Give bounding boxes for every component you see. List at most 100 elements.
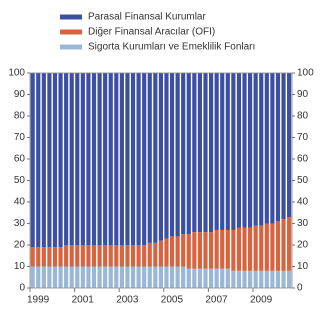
bar-segment (175, 73, 180, 237)
bar-segment (208, 232, 214, 269)
bar-segment (158, 240, 163, 267)
bar-segment (208, 73, 214, 233)
bar-segment (80, 73, 85, 245)
legend-label: Diğer Finansal Aracılar (OFI) (88, 27, 215, 38)
bar-segment (259, 270, 264, 288)
bar-segment (186, 234, 191, 269)
bar-segment (214, 73, 219, 230)
bar-segment (153, 266, 158, 288)
bar-segment (41, 247, 46, 267)
legend-label: Parasal Finansal Kurumlar (88, 12, 206, 23)
bar-segment (287, 73, 292, 218)
x-tick-label: 2005 (161, 295, 184, 306)
x-tick-label: 2009 (250, 295, 273, 306)
bar-segment (142, 266, 147, 288)
y-tick-label: 10 (14, 261, 26, 272)
bar-segment (197, 268, 203, 288)
bar-segment (175, 236, 180, 267)
y-tick-label: 30 (14, 218, 26, 229)
bar-segment (270, 73, 275, 224)
bar-segment (214, 268, 219, 288)
bar-segment (47, 247, 52, 267)
bar-segment (275, 73, 281, 222)
bar-segment (41, 73, 46, 248)
bar-segment (119, 73, 124, 245)
bar-segment (52, 73, 58, 248)
y2-tick-label: 0 (297, 283, 303, 294)
bar-segment (142, 73, 147, 245)
bar-segment (169, 266, 175, 288)
bar-segment (225, 268, 230, 288)
bar-segment (136, 266, 141, 288)
bar-segment (275, 270, 281, 288)
bar-segment (69, 245, 74, 267)
legend-swatch (60, 29, 82, 35)
bar-segment (97, 245, 102, 267)
bar-segment (220, 229, 225, 269)
bar-segment (30, 266, 35, 288)
bar-segment (80, 245, 85, 267)
bar-segment (136, 245, 141, 267)
bar-segment (36, 266, 41, 288)
bar-segment (231, 229, 236, 271)
bar-segment (203, 268, 208, 288)
bar-segment (236, 227, 242, 271)
bar-segment (287, 217, 292, 271)
bar-segment (86, 266, 91, 288)
bar-segment (64, 266, 69, 288)
x-tick-label: 1999 (27, 295, 50, 306)
bar-segment (253, 225, 258, 271)
y-tick-label: 50 (14, 175, 26, 186)
bar-segment (103, 245, 108, 267)
bar-segment (147, 266, 152, 288)
bar-segment (164, 266, 169, 288)
bar-segment (197, 232, 203, 269)
y-tick-label: 90 (14, 89, 26, 100)
bar-segment (259, 73, 264, 226)
y2-tick-label: 70 (297, 132, 309, 143)
bar-segment (64, 73, 69, 245)
bar-segment (58, 266, 63, 288)
bar-segment (248, 73, 253, 228)
bar-segment (97, 266, 102, 288)
bar-segment (86, 245, 91, 267)
bar-segment (248, 227, 253, 271)
y2-tick-label: 30 (297, 218, 309, 229)
bar-segment (164, 238, 169, 267)
bar-segment (103, 266, 108, 288)
bar-segment (197, 73, 203, 233)
bar-segment (119, 266, 124, 288)
bar-segment (130, 266, 136, 288)
bar-segment (75, 73, 80, 245)
bar-segment (97, 73, 102, 245)
bar-segment (108, 245, 113, 267)
bar-segment (264, 73, 269, 224)
bar-segment (119, 245, 124, 267)
bar-segment (75, 245, 80, 267)
y2-tick-label: 20 (297, 240, 309, 251)
bar-segment (253, 270, 258, 288)
y2-tick-label: 60 (297, 154, 309, 165)
bar-segment (153, 242, 158, 267)
y2-tick-label: 40 (297, 197, 309, 208)
bar-segment (58, 73, 63, 248)
y2-tick-label: 90 (297, 89, 309, 100)
bar-segment (114, 73, 119, 245)
bar-segment (41, 266, 46, 288)
bar-segment (253, 73, 258, 226)
y2-tick-label: 100 (297, 68, 314, 79)
bar-segment (186, 268, 191, 288)
y-tick-label: 0 (19, 283, 25, 294)
bar-segment (225, 73, 230, 230)
bar-segment (236, 73, 242, 228)
bar-segment (158, 73, 163, 241)
bar-segment (181, 234, 186, 267)
bar-segment (208, 268, 214, 288)
bar-segment (192, 232, 197, 269)
bar-segment (114, 266, 119, 288)
bar-segment (91, 73, 97, 245)
bar-segment (270, 223, 275, 271)
bar-segment (225, 229, 230, 269)
bar-segment (164, 73, 169, 239)
